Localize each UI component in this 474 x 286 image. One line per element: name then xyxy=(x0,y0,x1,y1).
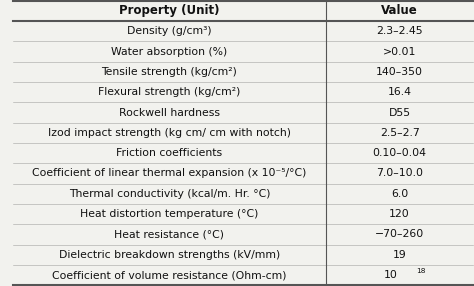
Text: 16.4: 16.4 xyxy=(388,87,411,97)
Text: 140–350: 140–350 xyxy=(376,67,423,77)
Text: 2.5–2.7: 2.5–2.7 xyxy=(380,128,419,138)
Text: Dielectric breakdown strengths (kV/mm): Dielectric breakdown strengths (kV/mm) xyxy=(59,250,280,260)
Text: 10: 10 xyxy=(383,270,397,280)
Text: Coefficient of volume resistance (Ohm-cm): Coefficient of volume resistance (Ohm-cm… xyxy=(52,270,287,280)
Text: Water absorption (%): Water absorption (%) xyxy=(111,47,228,57)
Text: Density (g/cm³): Density (g/cm³) xyxy=(127,26,212,36)
Text: 7.0–10.0: 7.0–10.0 xyxy=(376,168,423,178)
Text: 0.10–0.04: 0.10–0.04 xyxy=(373,148,427,158)
Text: Flexural strength (kg/cm²): Flexural strength (kg/cm²) xyxy=(98,87,241,97)
Text: Tensile strength (kg/cm²): Tensile strength (kg/cm²) xyxy=(101,67,237,77)
Text: 6.0: 6.0 xyxy=(391,189,408,199)
Text: Coefficient of linear thermal expansion (x 10⁻⁵/°C): Coefficient of linear thermal expansion … xyxy=(32,168,307,178)
Text: 120: 120 xyxy=(389,209,410,219)
Text: D55: D55 xyxy=(389,108,410,118)
Text: Rockwell hardness: Rockwell hardness xyxy=(119,108,220,118)
Text: >0.01: >0.01 xyxy=(383,47,416,57)
Text: −70–260: −70–260 xyxy=(375,229,424,239)
Text: 2.3–2.45: 2.3–2.45 xyxy=(376,26,423,36)
Text: Thermal conductivity (kcal/m. Hr. °C): Thermal conductivity (kcal/m. Hr. °C) xyxy=(69,189,270,199)
Text: Heat distortion temperature (°C): Heat distortion temperature (°C) xyxy=(80,209,259,219)
Text: Property (Unit): Property (Unit) xyxy=(119,4,220,17)
Text: Value: Value xyxy=(381,4,418,17)
Text: Izod impact strength (kg cm/ cm with notch): Izod impact strength (kg cm/ cm with not… xyxy=(48,128,291,138)
Text: Friction coefficients: Friction coefficients xyxy=(117,148,223,158)
Text: 19: 19 xyxy=(393,250,407,260)
Text: Heat resistance (°C): Heat resistance (°C) xyxy=(115,229,225,239)
Text: 18: 18 xyxy=(416,269,425,275)
